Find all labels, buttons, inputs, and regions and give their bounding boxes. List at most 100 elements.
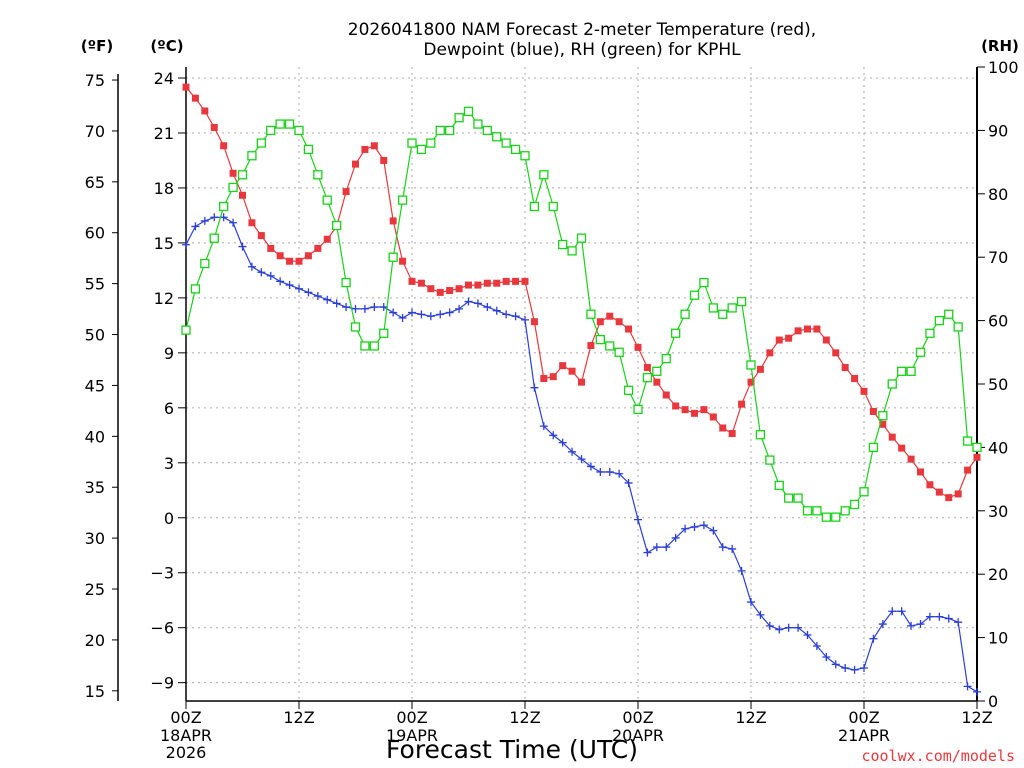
credit-text: coolwx.com/models	[861, 747, 1015, 765]
rh-point	[237, 170, 248, 180]
dewpoint-point	[285, 281, 294, 290]
rh-point	[332, 220, 342, 231]
series-rh	[181, 106, 982, 522]
temperature-point	[973, 453, 981, 461]
rh-point	[228, 182, 238, 193]
dewpoint-point	[841, 664, 850, 673]
rh-point	[294, 125, 304, 136]
temperature-point	[832, 349, 840, 357]
x-tick-label: 12Z	[735, 708, 766, 727]
chart-title-line1: 2026041800 NAM Forecast 2-meter Temperat…	[348, 20, 816, 40]
dewpoint-point	[963, 682, 972, 691]
rh-point	[247, 151, 257, 161]
rh-point	[181, 325, 191, 335]
temperature-point	[747, 378, 755, 386]
temperature-point	[493, 279, 501, 287]
dewpoint-point	[596, 467, 605, 476]
rh-point	[435, 125, 445, 136]
rh-tick-label: 30	[988, 502, 1008, 521]
grid-lines	[186, 67, 977, 701]
dewpoint-point	[417, 310, 426, 319]
rh-point	[388, 252, 398, 262]
rh-point	[256, 138, 266, 148]
temperature-point	[766, 349, 774, 357]
rh-point	[718, 309, 728, 319]
chart-title-line2: Dewpoint (blue), RH (green) for KPHL	[423, 40, 741, 60]
rh-tick-label: 20	[988, 565, 1008, 584]
dewpoint-point	[954, 618, 963, 627]
dewpoint-point	[389, 308, 398, 317]
dewpoint-point	[765, 621, 774, 630]
rh-point	[520, 151, 530, 161]
rh-point	[821, 512, 831, 522]
rh-point	[510, 144, 521, 155]
dewpoint-point	[690, 522, 699, 531]
rh-point	[784, 493, 794, 503]
dewpoint-point	[502, 310, 511, 319]
rh-point	[586, 309, 596, 319]
rh-point	[897, 366, 907, 376]
dewpoint-point	[624, 478, 633, 487]
rh-point	[906, 366, 916, 376]
x-date-label: 18APR	[160, 726, 212, 745]
dewpoint-point	[794, 623, 803, 632]
rh-point	[680, 309, 690, 319]
dewpoint-point	[897, 607, 906, 616]
temperature-point	[653, 378, 661, 386]
dewpoint-point	[586, 462, 595, 471]
rh-point	[313, 170, 323, 180]
temperature-point	[662, 391, 670, 399]
temperature-point	[286, 257, 294, 265]
rh-point	[859, 487, 869, 497]
dewpoint-point	[944, 614, 953, 623]
rh-point	[445, 125, 455, 136]
temperature-point	[370, 142, 378, 150]
x-date-label: 21APR	[838, 726, 890, 745]
temperature-point	[549, 373, 557, 381]
temperature-point	[229, 169, 237, 177]
dewpoint-point	[925, 612, 934, 621]
rh-point	[736, 296, 747, 307]
temperature-point	[587, 342, 595, 350]
dewpoint-point	[539, 422, 548, 431]
tick-labels: 24211815129630−3−6−975706560555045403530…	[85, 58, 1019, 762]
temperature-point	[625, 325, 633, 333]
temperature-point	[860, 387, 868, 395]
dewpoint-point	[869, 634, 878, 643]
dewpoint-point	[812, 642, 821, 651]
dewpoint-point	[549, 431, 558, 440]
temperature-point	[530, 318, 538, 326]
x-tick-label: 12Z	[283, 708, 314, 727]
celsius-tick-label: −3	[150, 564, 174, 583]
rh-point	[501, 138, 511, 148]
dewpoint-point	[351, 304, 360, 313]
rh-tick-label: 0	[988, 692, 998, 711]
dewpoint-point	[445, 308, 454, 317]
dewpoint-point	[313, 292, 322, 301]
temperature-point	[267, 244, 275, 252]
rh-point	[360, 341, 370, 351]
rh-point	[812, 506, 822, 516]
temperature-point	[888, 433, 896, 441]
dewpoint-point	[229, 218, 238, 227]
rh-point	[944, 309, 954, 319]
x-tick-label: 00Z	[170, 708, 201, 727]
rh-point	[284, 119, 295, 129]
temperature-point	[380, 156, 388, 164]
rh-point	[416, 144, 427, 155]
rh-point	[529, 201, 540, 212]
dewpoint-point	[276, 277, 285, 286]
fahrenheit-tick-label: 65	[85, 173, 105, 192]
rh-tick-label: 40	[988, 438, 1008, 457]
celsius-tick-label: −6	[150, 619, 174, 638]
rh-point	[925, 328, 935, 338]
temperature-point	[521, 277, 529, 285]
dewpoint-point	[652, 543, 661, 552]
rh-point	[379, 328, 389, 338]
rh-point	[642, 373, 653, 383]
fahrenheit-tick-label: 25	[85, 580, 105, 599]
dewpoint-point	[634, 515, 642, 524]
rh-point	[727, 303, 737, 313]
temperature-point	[304, 252, 312, 260]
